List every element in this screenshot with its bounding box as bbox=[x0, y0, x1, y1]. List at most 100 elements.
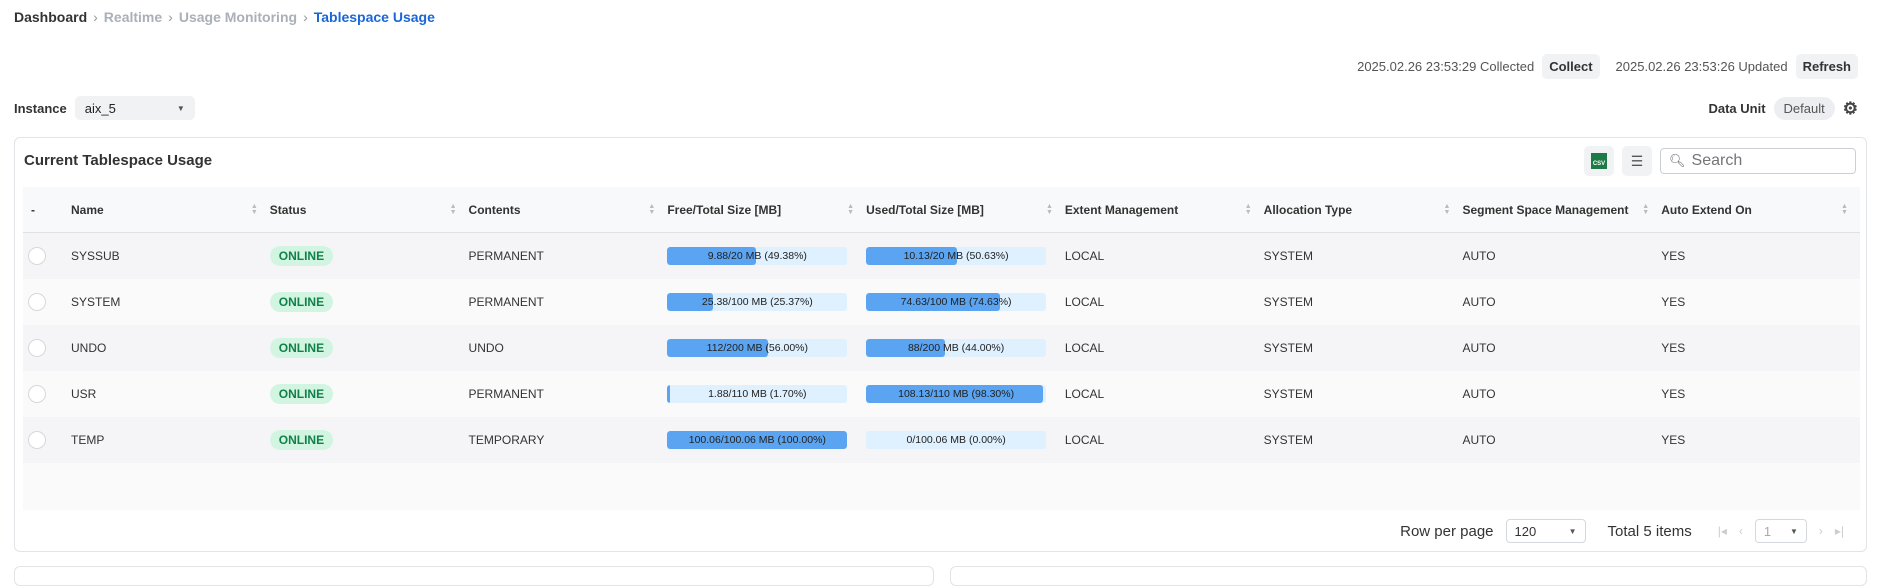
free-bar-fill bbox=[667, 339, 769, 357]
extent-cell: LOCAL bbox=[1064, 387, 1105, 401]
name-cell: SYSTEM bbox=[71, 295, 121, 309]
used-bar-fill bbox=[866, 339, 946, 357]
auto-extend-cell: YES bbox=[1661, 433, 1686, 447]
sort-icon[interactable]: ▲ ▼ bbox=[1244, 202, 1252, 216]
table-empty-area bbox=[23, 463, 1860, 510]
segment-cell: AUTO bbox=[1462, 249, 1496, 263]
pagination: Row per page 120 ▼ Total 5 items |◂ ‹ 1 ▼ … bbox=[1400, 519, 1844, 543]
name-cell: SYSSUB bbox=[71, 249, 120, 263]
rows-per-page-value: 120 bbox=[1514, 523, 1537, 539]
page-value: 1 bbox=[1763, 523, 1772, 539]
column-header[interactable]: Free/Total Size [MB] ▲ ▼ bbox=[667, 203, 866, 217]
first-page-icon[interactable]: |◂ bbox=[1717, 524, 1727, 538]
caret-down-icon: ▼ bbox=[1568, 526, 1577, 536]
rows-per-page-label: Row per page bbox=[1400, 522, 1494, 540]
sort-icon[interactable]: ▲ ▼ bbox=[250, 202, 258, 216]
breadcrumb-dashboard[interactable]: Dashboard bbox=[14, 9, 88, 25]
instance-filter: Instance aix_5 ▼ bbox=[14, 96, 195, 120]
prev-page-icon[interactable]: ‹ bbox=[1738, 524, 1743, 538]
used-text: 74.63/100 MB (74.63%) bbox=[900, 296, 1012, 308]
csv-icon: CSV bbox=[1591, 153, 1607, 169]
used-bar: 10.13/20 MB (50.63%) bbox=[866, 247, 1047, 265]
table-row[interactable]: UNDO ONLINE UNDO 112/200 MB (56.00%) 88/… bbox=[23, 325, 1860, 371]
table-row[interactable]: USR ONLINE PERMANENT 1.88/110 MB (1.70%)… bbox=[23, 371, 1860, 417]
chevron-right-icon: › bbox=[93, 9, 98, 25]
free-bar: 112/200 MB (56.00%) bbox=[667, 339, 848, 357]
column-header[interactable]: Segment Space Management ▲ ▼ bbox=[1462, 203, 1661, 217]
column-header[interactable]: Contents ▲ ▼ bbox=[469, 203, 668, 217]
column-header-label: Contents bbox=[468, 202, 521, 217]
sort-icon[interactable]: ▲ ▼ bbox=[648, 202, 656, 216]
sort-icon[interactable]: ▲ ▼ bbox=[1045, 202, 1053, 216]
free-bar-fill bbox=[667, 431, 848, 449]
filter-button[interactable]: ☰ bbox=[1622, 146, 1652, 176]
segment-cell: AUTO bbox=[1462, 295, 1496, 309]
last-page-icon[interactable]: ▸| bbox=[1834, 524, 1844, 538]
filter-icon: ☰ bbox=[1630, 152, 1644, 169]
column-header[interactable]: Extent Management ▲ ▼ bbox=[1065, 203, 1264, 217]
extent-cell: LOCAL bbox=[1064, 341, 1105, 355]
name-cell: UNDO bbox=[71, 341, 107, 355]
used-bar: 88/200 MB (44.00%) bbox=[866, 339, 1047, 357]
auto-extend-cell: YES bbox=[1661, 387, 1686, 401]
free-text: 25.38/100 MB (25.37%) bbox=[701, 296, 813, 308]
instance-label: Instance bbox=[14, 100, 67, 116]
row-radio[interactable] bbox=[28, 293, 46, 311]
gear-icon[interactable]: ⚙ bbox=[1842, 98, 1858, 118]
table-row[interactable]: TEMP ONLINE TEMPORARY 100.06/100.06 MB (… bbox=[23, 417, 1860, 463]
row-radio[interactable] bbox=[28, 385, 46, 403]
used-text: 10.13/20 MB (50.63%) bbox=[903, 250, 1009, 262]
row-radio[interactable] bbox=[28, 431, 46, 449]
data-unit-toggle[interactable]: Default bbox=[1773, 97, 1835, 120]
contents-cell: TEMPORARY bbox=[468, 433, 545, 447]
tablespace-card: Current Tablespace Usage CSV ☰ 🔍︎ - Name ▲… bbox=[14, 137, 1867, 552]
refresh-button[interactable]: Refresh bbox=[1795, 54, 1858, 79]
used-bar: 108.13/110 MB (98.30%) bbox=[866, 385, 1047, 403]
name-cell: USR bbox=[71, 387, 97, 401]
free-text: 9.88/20 MB (49.38%) bbox=[707, 250, 807, 262]
column-header[interactable]: Used/Total Size [MB] ▲ ▼ bbox=[866, 203, 1065, 217]
chevron-right-icon: › bbox=[168, 9, 173, 25]
instance-select[interactable]: aix_5 ▼ bbox=[74, 96, 195, 120]
column-header[interactable]: Status ▲ ▼ bbox=[270, 203, 469, 217]
allocation-cell: SYSTEM bbox=[1263, 387, 1313, 401]
table-row[interactable]: SYSSUB ONLINE PERMANENT 9.88/20 MB (49.3… bbox=[23, 233, 1860, 279]
row-radio[interactable] bbox=[28, 339, 46, 357]
column-header-label: Auto Extend On bbox=[1661, 202, 1752, 217]
page-select[interactable]: 1 ▼ bbox=[1754, 519, 1807, 543]
column-header[interactable]: Auto Extend On ▲ ▼ bbox=[1661, 203, 1860, 217]
collect-button[interactable]: Collect bbox=[1542, 54, 1600, 79]
search-input[interactable] bbox=[1691, 152, 1852, 170]
breadcrumb-usage-monitoring[interactable]: Usage Monitoring bbox=[178, 9, 298, 25]
column-header-label: Name bbox=[71, 202, 104, 217]
segment-cell: AUTO bbox=[1462, 341, 1496, 355]
column-header[interactable]: Name ▲ ▼ bbox=[71, 203, 270, 217]
name-cell: TEMP bbox=[71, 433, 105, 447]
sort-icon[interactable]: ▲ ▼ bbox=[847, 202, 855, 216]
updated-time: 2025.02.26 23:53:26 Updated bbox=[1615, 59, 1788, 74]
column-header-label: Used/Total Size [MB] bbox=[866, 202, 984, 217]
column-header-label: Allocation Type bbox=[1263, 202, 1353, 217]
sort-icon[interactable]: ▲ ▼ bbox=[449, 202, 457, 216]
column-header[interactable]: Allocation Type ▲ ▼ bbox=[1264, 203, 1463, 217]
extent-cell: LOCAL bbox=[1064, 249, 1105, 263]
instance-value: aix_5 bbox=[84, 100, 116, 116]
table-row[interactable]: SYSTEM ONLINE PERMANENT 25.38/100 MB (25… bbox=[23, 279, 1860, 325]
column-header-label: - bbox=[31, 202, 35, 217]
sort-icon[interactable]: ▲ ▼ bbox=[1642, 202, 1650, 216]
search-field[interactable]: 🔍︎ bbox=[1660, 148, 1856, 174]
row-radio[interactable] bbox=[28, 247, 46, 265]
status-badge: ONLINE bbox=[269, 384, 334, 404]
auto-extend-cell: YES bbox=[1661, 341, 1686, 355]
breadcrumb-realtime[interactable]: Realtime bbox=[103, 9, 163, 25]
next-page-icon[interactable]: › bbox=[1818, 524, 1823, 538]
sort-icon[interactable]: ▲ ▼ bbox=[1443, 202, 1451, 216]
free-text: 1.88/110 MB (1.70%) bbox=[708, 388, 807, 400]
rows-per-page-select[interactable]: 120 ▼ bbox=[1505, 519, 1586, 543]
csv-export-button[interactable]: CSV bbox=[1584, 146, 1614, 176]
chevron-right-icon: › bbox=[303, 9, 308, 25]
status-badge: ONLINE bbox=[269, 430, 334, 450]
sort-icon[interactable]: ▲ ▼ bbox=[1841, 202, 1848, 216]
free-text: 112/200 MB (56.00%) bbox=[706, 342, 809, 354]
bottom-card-left bbox=[14, 566, 934, 586]
